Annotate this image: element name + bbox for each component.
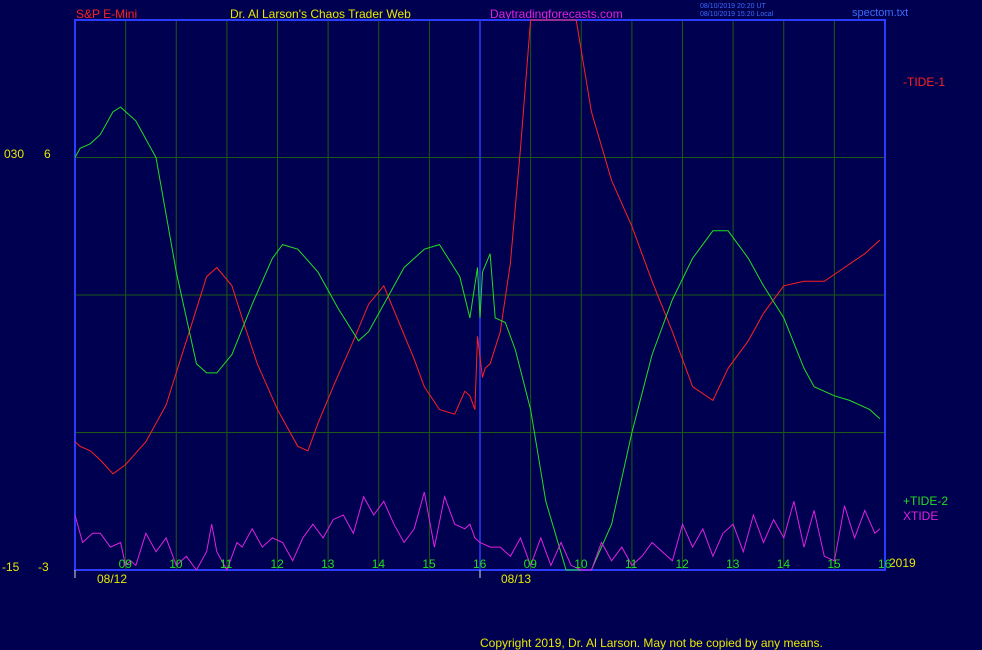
hour-label: 11 xyxy=(625,557,638,571)
hour-label: 16 xyxy=(878,557,892,571)
author-title: Dr. Al Larson's Chaos Trader Web xyxy=(230,7,411,21)
hour-label: 12 xyxy=(676,557,690,571)
hour-label: 11 xyxy=(220,557,233,571)
hour-label: 16 xyxy=(473,557,487,571)
hour-label: 10 xyxy=(169,557,183,571)
timestamp-local: 08/10/2019 15:20 Local xyxy=(700,11,774,18)
hour-label: 14 xyxy=(777,557,791,571)
hour-label: 12 xyxy=(271,557,285,571)
file-name: spectom.txt xyxy=(852,7,909,19)
tide2-line xyxy=(75,106,881,571)
legend-tide1: -TIDE-1 xyxy=(903,75,945,89)
date-label-day2: 08/13 xyxy=(501,572,532,586)
site-link[interactable]: Daytradingforecasts.com xyxy=(490,7,623,21)
hour-label: 15 xyxy=(422,557,436,571)
date-label-day1: 08/12 xyxy=(97,572,128,586)
hour-label: 09 xyxy=(119,557,133,571)
legend-tide2: +TIDE-2 xyxy=(903,494,949,508)
hour-label: 13 xyxy=(726,557,740,571)
xtide-line xyxy=(75,491,881,572)
year-label: 2019 xyxy=(889,556,916,570)
hour-label: 10 xyxy=(574,557,588,571)
instrument-title: S&P E-Mini xyxy=(76,7,138,21)
copyright-notice: Copyright 2019, Dr. Al Larson. May not b… xyxy=(480,636,823,650)
timestamp-ut: 08/10/2019 20:20 UT xyxy=(700,3,766,10)
y-left-bottom-label: -15 xyxy=(2,560,20,574)
tide1-line xyxy=(75,19,881,475)
hour-label: 14 xyxy=(372,557,386,571)
y-right-top-label: 6 xyxy=(44,147,51,161)
legend-xtide: XTIDE xyxy=(903,509,939,523)
hour-label: 09 xyxy=(524,557,538,571)
y-left-top-label: 030 xyxy=(4,147,25,161)
y-right-bottom-label: -3 xyxy=(38,560,49,574)
hour-label: 13 xyxy=(321,557,335,571)
hour-label: 15 xyxy=(827,557,841,571)
